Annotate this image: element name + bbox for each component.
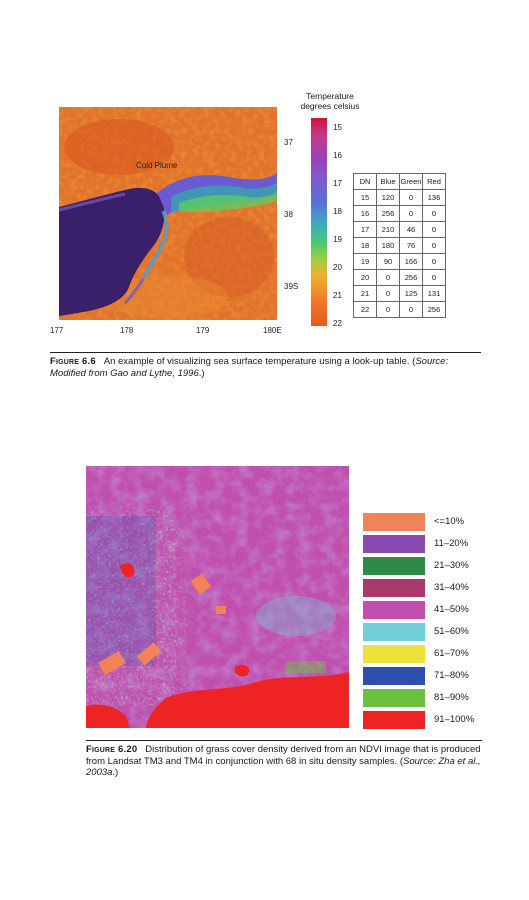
caption-rule: [86, 740, 482, 741]
table-row: 18 180 76 0: [353, 237, 446, 254]
colorbar-tick-21: 21: [333, 291, 342, 300]
figure-6-6-caption: Figure 6.6 An example of visualizing sea…: [50, 356, 449, 379]
lut-cell: 0: [422, 237, 446, 254]
lut-cell: 22: [353, 301, 377, 318]
lon-tick-177: 177: [50, 326, 64, 335]
colorbar-tick-20: 20: [333, 263, 342, 272]
colorbar-tick-16: 16: [333, 151, 342, 160]
lut-cell: 0: [422, 205, 446, 222]
lut-cell: 256: [376, 205, 400, 222]
legend-label: <=10%: [434, 516, 465, 527]
legend-label: 81–90%: [434, 692, 469, 703]
lut-cell: 20: [353, 269, 377, 286]
sst-map: [59, 107, 277, 320]
lon-tick-178: 178: [120, 326, 134, 335]
colorbar-title: Temperature degrees celsius: [300, 91, 360, 111]
legend-swatch: [363, 557, 425, 575]
legend-swatch: [363, 667, 425, 685]
lut-cell: 15: [353, 189, 377, 206]
legend-swatch: [363, 579, 425, 597]
lut-cell: 0: [422, 253, 446, 270]
lat-tick-38: 38: [284, 210, 293, 219]
legend-swatch: [363, 689, 425, 707]
lut-cell: 0: [422, 269, 446, 286]
lat-tick-39s: 39S: [284, 282, 299, 291]
lut-cell: 90: [376, 253, 400, 270]
colorbar-tick-22: 22: [333, 319, 342, 328]
legend-swatch: [363, 513, 425, 531]
legend-label: 51–60%: [434, 626, 469, 637]
lut-cell: 125: [399, 285, 423, 302]
table-row: 15 120 0 136: [353, 189, 446, 206]
legend-label: 41–50%: [434, 604, 469, 615]
legend-label: 21–30%: [434, 560, 469, 571]
legend-label: 71–80%: [434, 670, 469, 681]
lut-cell: 210: [376, 221, 400, 238]
lut-cell: 120: [376, 189, 400, 206]
lut-cell: 256: [399, 269, 423, 286]
figure-6-20-caption: Figure 6.20 Distribution of grass cover …: [86, 744, 481, 778]
lut-cell: 0: [399, 301, 423, 318]
lut-header: Red: [422, 173, 446, 190]
caption-rule: [50, 352, 481, 353]
colorbar-tick-15: 15: [333, 123, 342, 132]
lut-cell: 21: [353, 285, 377, 302]
lut-header-row: DN Blue Green Red: [353, 173, 446, 190]
lut-cell: 131: [422, 285, 446, 302]
lut-cell: 136: [422, 189, 446, 206]
table-row: 22 0 0 256: [353, 301, 446, 318]
legend-label: 11–20%: [434, 538, 469, 549]
legend-swatch: [363, 623, 425, 641]
lut-cell: 0: [399, 189, 423, 206]
lut-cell: 17: [353, 221, 377, 238]
table-row: 20 0 256 0: [353, 269, 446, 286]
legend-swatch: [363, 535, 425, 553]
lut-cell: 18: [353, 237, 377, 254]
legend-swatch: [363, 711, 425, 729]
legend-swatch: [363, 645, 425, 663]
legend-label: 61–70%: [434, 648, 469, 659]
lut-cell: 46: [399, 221, 423, 238]
cold-plume-label: Cold Plume: [136, 161, 178, 170]
lut-header: DN: [353, 173, 377, 190]
grass-density-map: [86, 466, 349, 728]
lon-tick-179: 179: [196, 326, 210, 335]
lat-tick-37: 37: [284, 138, 293, 147]
lut-cell: 19: [353, 253, 377, 270]
lut-cell: 0: [399, 205, 423, 222]
lut-cell: 180: [376, 237, 400, 254]
table-row: 21 0 125 131: [353, 285, 446, 302]
lut-cell: 0: [422, 221, 446, 238]
colorbar-tick-18: 18: [333, 207, 342, 216]
lon-tick-180e: 180E: [263, 326, 282, 335]
colorbar-tick-17: 17: [333, 179, 342, 188]
colorbar-tick-19: 19: [333, 235, 342, 244]
legend-label: 31–40%: [434, 582, 469, 593]
lut-table: DN Blue Green Red 15 120 0 136 16 256 0 …: [353, 173, 446, 318]
legend-label: 91–100%: [434, 714, 475, 725]
lut-header: Green: [399, 173, 423, 190]
lut-cell: 16: [353, 205, 377, 222]
lut-header: Blue: [376, 173, 400, 190]
table-row: 16 256 0 0: [353, 205, 446, 222]
legend-swatch: [363, 601, 425, 619]
lut-cell: 76: [399, 237, 423, 254]
table-row: 17 210 46 0: [353, 221, 446, 238]
colorbar-gradient: [311, 118, 327, 326]
lut-cell: 0: [376, 269, 400, 286]
lut-cell: 166: [399, 253, 423, 270]
lut-cell: 0: [376, 301, 400, 318]
table-row: 19 90 166 0: [353, 253, 446, 270]
lut-cell: 256: [422, 301, 446, 318]
lut-cell: 0: [376, 285, 400, 302]
